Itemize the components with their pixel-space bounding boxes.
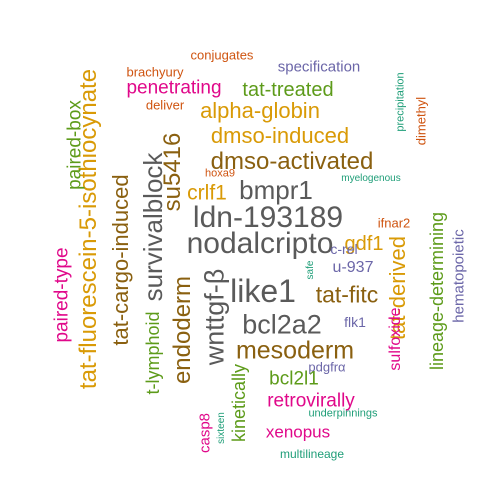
word-tat-fitc: tat-fitc — [315, 281, 379, 308]
word-like1: like1 — [230, 273, 296, 309]
word-paired-type: paired-type — [51, 247, 73, 343]
word-penetrating: penetrating — [126, 77, 222, 99]
word-myelogenous: myelogenous — [341, 173, 401, 184]
word-lineage-determining: lineage-determining — [427, 211, 447, 371]
word-u-937: u-937 — [332, 259, 374, 276]
word-brachyury: brachyury — [126, 64, 184, 80]
word-sixteen: sixteen — [216, 412, 227, 444]
word-endoderm: endoderm — [169, 275, 196, 385]
word-safe: safe — [305, 260, 316, 280]
word-ifnar2: ifnar2 — [377, 215, 411, 231]
word-conjugates: conjugates — [190, 47, 254, 63]
word-crlf1: crlf1 — [187, 181, 227, 205]
word-dmso-induced: dmso-induced — [210, 123, 350, 148]
word-underpinnings: underpinnings — [308, 407, 378, 420]
word-hoxa9: hoxa9 — [205, 167, 235, 180]
word-tat-cargo-induced: tat-cargo-induced — [108, 174, 133, 346]
word-alpha-globin: alpha-globin — [200, 98, 320, 123]
word-bcl2a2: bcl2a2 — [242, 309, 322, 340]
word-deliver: deliver — [145, 97, 185, 113]
word-dimethyl: dimethyl — [413, 96, 429, 146]
word-tat-treated: tat-treated — [242, 79, 334, 101]
word-hematopoietic: hematopoietic — [450, 229, 468, 323]
word-pdgfr-alpha: pdgfrα — [308, 359, 346, 375]
word-dmso-activated: dmso-activated — [210, 148, 374, 175]
word-bcl2l1: bcl2l1 — [269, 368, 319, 390]
word-casp8: casp8 — [196, 412, 214, 454]
word-paired-box: paired-box — [64, 100, 86, 190]
word-bmpr1: bmpr1 — [239, 175, 313, 205]
word-t-lymphoid: t-lymphoid — [143, 311, 163, 395]
word-specification: specification — [277, 58, 361, 76]
word-su5416: su5416 — [159, 132, 186, 212]
word-mesoderm: mesoderm — [235, 336, 355, 365]
word-flk1: flk1 — [344, 314, 366, 330]
word-ldn-193189: ldn-193189 — [192, 201, 344, 234]
word-precipitation: precipitation — [394, 72, 407, 132]
word-c-rel: c-rel — [330, 241, 358, 257]
word-xenopus: xenopus — [265, 422, 331, 442]
word-wnttgf-beta: wnttgf-β — [199, 268, 230, 366]
word-kinetically: kinetically — [229, 363, 249, 443]
word-gdf1: gdf1 — [344, 233, 384, 255]
word-retrovirally: retrovirally — [267, 390, 355, 412]
word-multilineage: multilineage — [279, 447, 345, 461]
word-nodalcripto: nodalcripto — [186, 227, 334, 260]
word-sulfoxide: sulfoxide — [387, 307, 404, 371]
